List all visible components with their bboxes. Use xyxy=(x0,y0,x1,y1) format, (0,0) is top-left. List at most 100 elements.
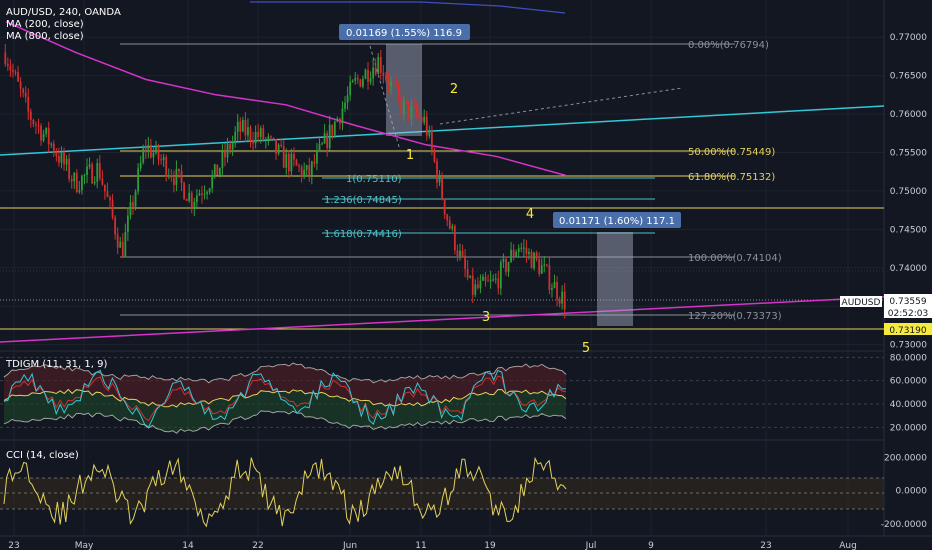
candle-body-64 xyxy=(167,175,170,177)
candle-body-67 xyxy=(175,168,178,185)
candle-body-128 xyxy=(331,124,334,136)
fib-ext-label-1618: 1.618(0.74416) xyxy=(324,229,402,240)
candle-body-79 xyxy=(206,192,208,194)
candle-body-160 xyxy=(413,105,415,107)
trend-line-dashed[interactable] xyxy=(439,87,683,125)
candle-body-80 xyxy=(208,188,211,193)
candle-body-17 xyxy=(47,127,50,145)
candle-body-71 xyxy=(185,199,188,201)
candle-body-68 xyxy=(178,168,180,172)
candle-body-103 xyxy=(267,136,270,140)
cci-tick-1: 0.0000 xyxy=(896,487,928,497)
range-box-2[interactable] xyxy=(597,232,633,326)
tdi-pane[interactable] xyxy=(3,362,567,434)
time-tick-10: Aug xyxy=(839,541,857,550)
candle-body-118 xyxy=(305,165,308,170)
candle-body-213 xyxy=(548,265,551,290)
time-tick-6: 19 xyxy=(484,541,496,550)
fib-ext-label-1: 1(0.75110) xyxy=(346,174,402,185)
range-label-2: 0.01171 (1.60%) 117.1 xyxy=(553,212,681,228)
candle-body-116 xyxy=(300,166,303,177)
range-label-2-text: 0.01171 (1.60%) 117.1 xyxy=(559,216,675,227)
tdi-tick-0: 80.0000 xyxy=(890,353,927,363)
candle-body-181 xyxy=(466,269,469,278)
cci-axis[interactable]: 200.0000 0.0000 -200.0000 xyxy=(881,453,927,530)
candle-body-108 xyxy=(280,144,283,147)
tdi-mid-line xyxy=(3,388,567,408)
fib-labels: 0.00%(0.76794) 50.00%(0.75449) 61.80%(0.… xyxy=(324,40,782,322)
candle-body-214 xyxy=(551,288,553,290)
candle-body-8 xyxy=(24,92,27,97)
candle-body-180 xyxy=(464,255,466,270)
candle-body-65 xyxy=(170,175,173,178)
candle-body-34 xyxy=(91,164,94,184)
candle-body-191 xyxy=(492,279,495,281)
candlestick-series[interactable] xyxy=(4,44,566,319)
candle-body-150 xyxy=(387,79,390,87)
candle-body-107 xyxy=(277,144,280,154)
time-tick-2: 14 xyxy=(182,541,194,550)
candle-body-61 xyxy=(160,159,162,161)
candle-body-129 xyxy=(333,121,336,136)
fib-retracement[interactable] xyxy=(120,43,735,316)
range-label-1: 0.01169 (1.55%) 116.9 xyxy=(339,24,470,40)
candle-body-9 xyxy=(27,96,30,112)
candle-body-161 xyxy=(415,106,418,115)
price-tick-3: 0.75500 xyxy=(890,148,927,158)
candle-body-98 xyxy=(254,131,257,144)
tdi-axis[interactable]: 80.0000 60.0000 40.0000 20.0000 xyxy=(890,353,927,433)
candle-body-48 xyxy=(127,215,129,232)
candle-body-97 xyxy=(252,140,254,144)
candle-body-132 xyxy=(341,108,344,124)
candle-body-196 xyxy=(505,258,507,272)
tdi-legend: TDIGM (11, 31, 1, 9) xyxy=(5,359,107,370)
candle-body-164 xyxy=(423,116,426,123)
wave-label-3: 3 xyxy=(482,310,490,325)
candle-body-55 xyxy=(144,148,147,150)
candle-body-81 xyxy=(211,175,214,189)
candle-body-143 xyxy=(369,78,372,82)
trend-line-magenta[interactable] xyxy=(0,296,885,343)
wave-label-1: 1 xyxy=(406,148,414,163)
fib-label-1272: 127.20%(0.73373) xyxy=(688,311,782,322)
candle-body-125 xyxy=(323,132,326,144)
candle-body-36 xyxy=(96,163,99,182)
candle-body-39 xyxy=(104,184,106,192)
candle-body-111 xyxy=(287,153,290,172)
candle-body-1 xyxy=(6,64,9,66)
candle-body-2 xyxy=(9,65,12,70)
tdi-tick-1: 60.0000 xyxy=(890,377,927,387)
chart-title: AUD/USD, 240, OANDA xyxy=(6,7,121,18)
price-tick-1: 0.76500 xyxy=(890,72,927,82)
last-price-tag: 0.73559 xyxy=(889,297,926,307)
candle-body-167 xyxy=(430,130,433,150)
elliott-wave-labels: 1 2 3 4 5 xyxy=(406,82,590,356)
candle-body-185 xyxy=(476,284,479,288)
candle-body-100 xyxy=(259,128,262,138)
candle-body-75 xyxy=(195,195,198,202)
candle-body-89 xyxy=(231,140,234,150)
fib-label-50: 50.00%(0.75449) xyxy=(688,147,775,158)
time-axis[interactable]: 23 May 14 22 Jun 11 19 Jul 9 23 Aug xyxy=(8,541,857,550)
candle-body-211 xyxy=(543,264,546,266)
candle-body-152 xyxy=(392,81,395,84)
candle-body-15 xyxy=(42,133,45,141)
candle-body-114 xyxy=(295,159,298,166)
candle-body-133 xyxy=(344,102,346,109)
cci-tick-0: 200.0000 xyxy=(884,453,927,463)
candle-body-206 xyxy=(530,252,533,269)
candle-body-22 xyxy=(60,152,63,163)
candle-body-41 xyxy=(109,197,111,201)
cci-pane[interactable] xyxy=(0,456,884,528)
candle-body-46 xyxy=(121,241,124,257)
trend-line-cyan[interactable] xyxy=(0,105,885,156)
candle-body-182 xyxy=(469,275,472,278)
candle-body-106 xyxy=(275,139,277,154)
candle-body-155 xyxy=(400,95,403,114)
candle-body-86 xyxy=(224,151,226,158)
candle-body-157 xyxy=(405,100,408,102)
candle-body-51 xyxy=(134,191,137,207)
candle-body-198 xyxy=(510,249,512,263)
